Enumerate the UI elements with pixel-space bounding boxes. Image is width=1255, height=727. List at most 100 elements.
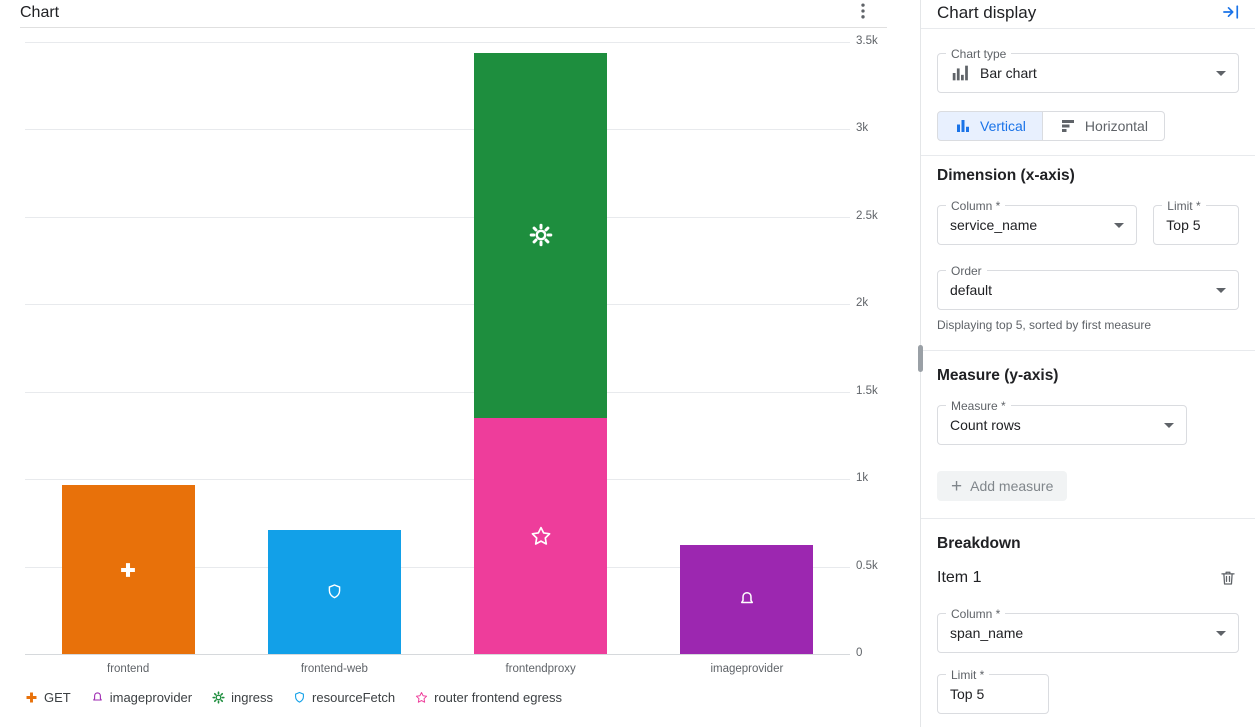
plot-area: 0 0.5k 1k 1.5k 2k 2.5k 3k 3.5k frontend frontend-… (25, 35, 878, 675)
chevron-down-icon (1164, 423, 1174, 428)
measure-label: Measure * (946, 399, 1011, 413)
orientation-toggle-group: Vertical Horizontal (937, 111, 1165, 141)
gridline (25, 42, 850, 43)
x-axis-tick-label: frontend (107, 663, 150, 675)
dimension-limit-label: Limit * (1162, 199, 1206, 213)
kebab-menu-icon[interactable] (853, 1, 873, 21)
plus-icon: + (951, 475, 963, 497)
measure-select[interactable]: Measure * Count rows (937, 399, 1187, 445)
y-axis-tick-label: 3k (856, 122, 869, 135)
legend-label: resourceFetch (312, 689, 396, 705)
y-axis-tick-label: 1k (856, 472, 869, 485)
gear-icon (529, 223, 553, 247)
legend-item-ingress[interactable]: ingress (212, 690, 273, 705)
y-axis-tick-label: 0 (856, 647, 863, 659)
panel-title: Chart display (937, 3, 1037, 22)
y-axis-tick-label: 3.5k (856, 35, 878, 47)
dimension-limit-input[interactable] (1166, 217, 1228, 233)
bar-segment-router-frontend-egress[interactable] (474, 417, 608, 654)
legend-item-GET[interactable]: GET (25, 690, 71, 705)
legend-label: router frontend egress (434, 689, 563, 705)
y-axis-tick-label: 0.5k (856, 559, 878, 572)
dimension-column-select[interactable]: Column * service_name (937, 199, 1138, 245)
shield-icon (326, 583, 343, 600)
dimension-section-heading: Dimension (x-axis) (937, 167, 1075, 184)
chart-display-panel: Chart display Chart type Bar chart (920, 0, 1255, 727)
bar-segment-GET[interactable] (61, 485, 195, 654)
y-axis-tick-label: 2.5k (856, 209, 878, 222)
y-axis-tick-label: 2k (856, 297, 869, 310)
breakdown-column-label: Column * (946, 607, 1006, 621)
chart-legend: GET imageprovider ingress resourceFetch rout… (25, 687, 562, 707)
dimension-column-value: service_name (950, 217, 1038, 233)
horizontal-toggle-label: Horizontal (1084, 118, 1148, 134)
order-select[interactable]: Order default (937, 264, 1239, 310)
chart-header: Chart (20, 0, 887, 28)
chart-card: Chart 0 0.5k 1k 1.5k 2k 2.5k 3k 3.5k frontend fro… (20, 0, 887, 707)
chevron-down-icon (1216, 71, 1226, 76)
add-measure-label: Add measure (970, 478, 1054, 494)
gridline (25, 216, 850, 218)
cross-icon (25, 691, 38, 704)
legend-label: GET (44, 689, 71, 705)
dimension-column-label: Column * (946, 199, 1006, 213)
measure-value: Count rows (950, 417, 1021, 433)
horizontal-toggle-button[interactable]: Horizontal (1041, 111, 1165, 141)
x-axis-tick-label: imageprovider (710, 663, 784, 675)
chevron-down-icon (1114, 223, 1125, 228)
legend-item-resourceFetch[interactable]: resourceFetch (293, 690, 395, 705)
trash-icon[interactable] (1219, 568, 1239, 588)
chevron-down-icon (1216, 288, 1226, 293)
star-icon (530, 525, 552, 547)
star-icon (415, 691, 428, 704)
legend-label: ingress (231, 689, 274, 705)
bar-chart-icon (950, 62, 972, 84)
order-label: Order (946, 264, 987, 278)
y-axis-tick-label: 1.5k (856, 384, 878, 397)
dimension-row: Column * service_name Limit * (937, 199, 1239, 245)
divider (921, 350, 1255, 351)
horizontal-bar-chart-icon (1059, 117, 1077, 135)
order-value: default (950, 282, 993, 298)
panel-resize-handle[interactable] (918, 345, 923, 372)
cross-icon (119, 561, 137, 579)
breakdown-limit-label: Limit * (946, 668, 990, 682)
breakdown-column-select[interactable]: Column * span_name (937, 607, 1239, 653)
bell-icon (738, 590, 756, 608)
breakdown-item-title: Item 1 (937, 569, 982, 586)
shield-icon (293, 691, 306, 704)
bar-segment-imageprovider[interactable] (680, 544, 814, 654)
divider (921, 518, 1255, 519)
gear-icon (212, 690, 225, 704)
x-axis-tick-label: frontendproxy (505, 663, 576, 675)
gridline (25, 391, 850, 393)
breakdown-section-heading: Breakdown (937, 535, 1021, 552)
chart-type-value: Bar chart (980, 65, 1037, 81)
chart-type-label: Chart type (946, 47, 1012, 61)
legend-item-imageprovider[interactable]: imageprovider (91, 690, 192, 705)
bar-segment-resourceFetch[interactable] (267, 529, 401, 654)
bar-segment-ingress[interactable] (474, 52, 608, 418)
chart-title: Chart (20, 4, 60, 21)
collapse-panel-icon[interactable] (1221, 2, 1241, 22)
legend-label: imageprovider (109, 689, 193, 705)
dimension-helper-text: Displaying top 5, sorted by first measur… (937, 318, 1152, 332)
bell-icon (91, 691, 104, 704)
breakdown-limit-field: Limit * (937, 668, 1049, 714)
dimension-limit-field: Limit * (1153, 199, 1239, 245)
vertical-toggle-button[interactable]: Vertical (937, 111, 1043, 141)
gridline (25, 479, 850, 481)
x-axis-tick-label: frontend-web (300, 663, 368, 675)
gridline (25, 304, 850, 306)
gridline (25, 566, 850, 568)
breakdown-item-row: Item 1 (937, 568, 1239, 588)
gridline (25, 654, 850, 655)
vertical-toggle-label: Vertical (980, 118, 1026, 134)
breakdown-limit-input[interactable] (950, 686, 1038, 702)
breakdown-column-value: span_name (950, 625, 1024, 641)
measure-section-heading: Measure (y-axis) (937, 367, 1059, 384)
chart-type-select[interactable]: Chart type Bar chart (937, 47, 1239, 93)
legend-item-router-frontend-egress[interactable]: router frontend egress (415, 690, 562, 705)
add-measure-button[interactable]: + Add measure (937, 471, 1068, 501)
